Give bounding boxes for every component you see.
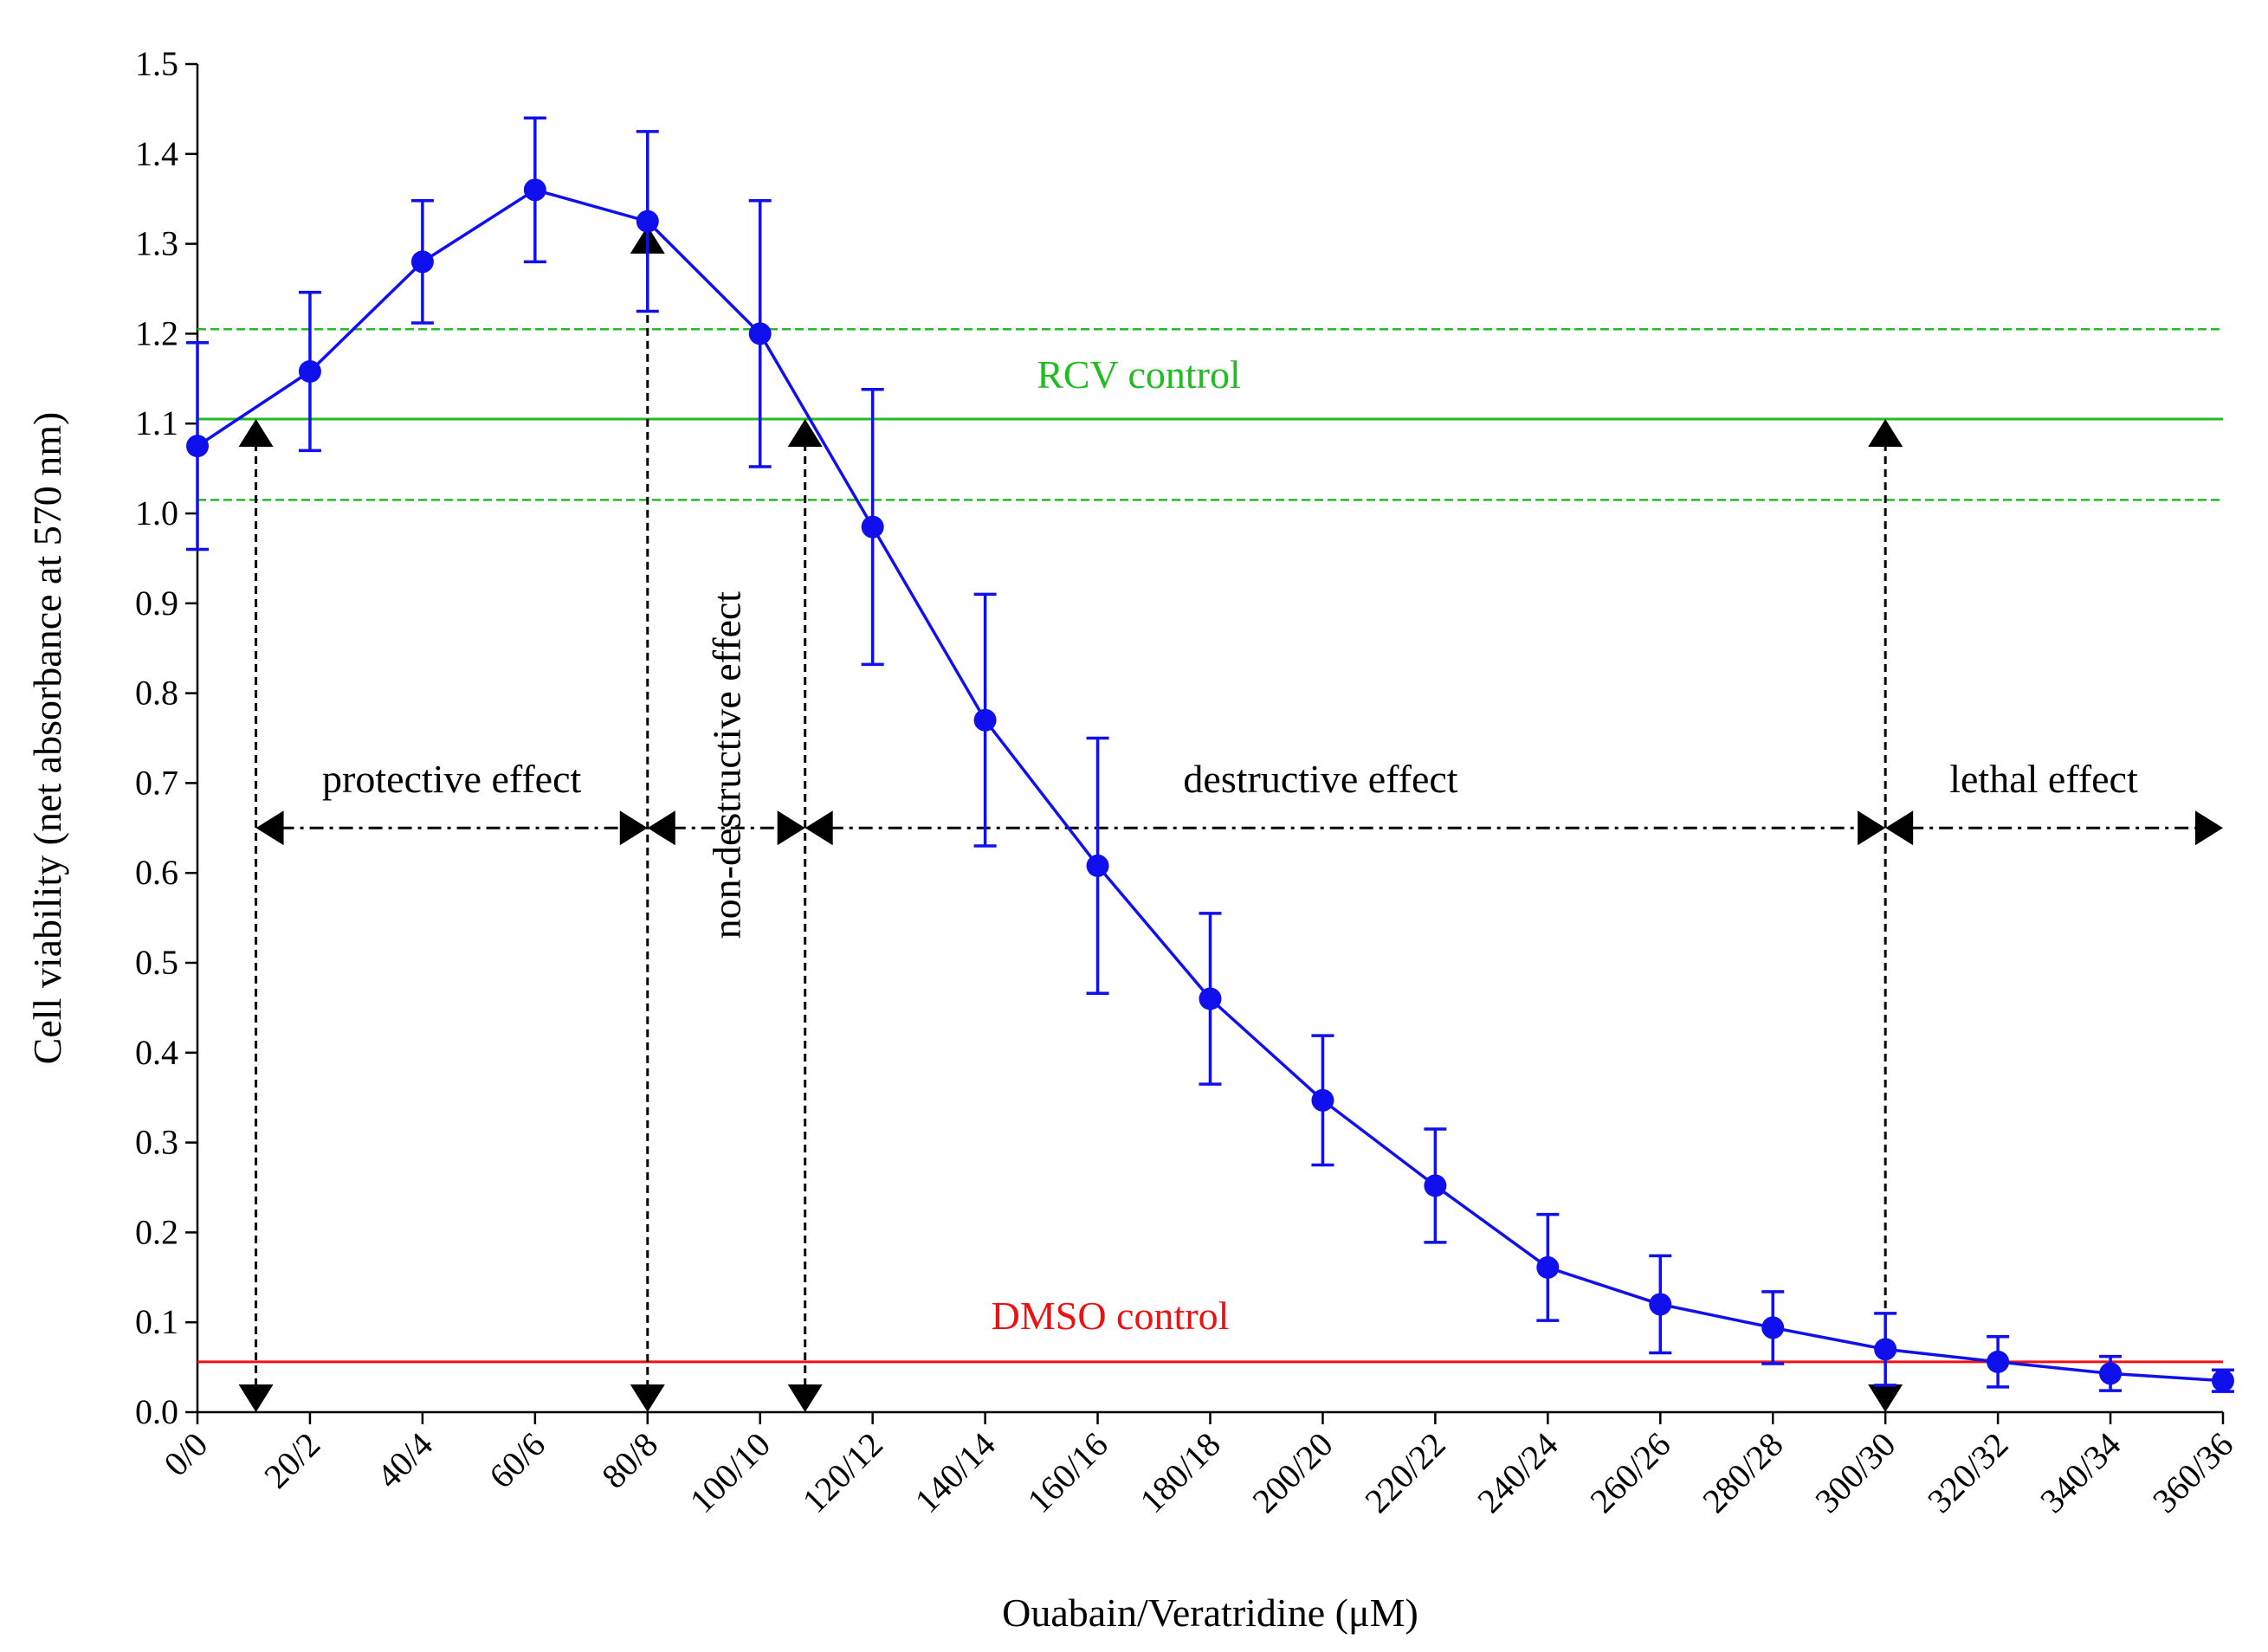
data-point [1536, 1255, 1560, 1279]
x-tick-label: 140/14 [908, 1425, 1003, 1520]
x-axis-title: Ouabain/Veratridine (μM) [1002, 1591, 1418, 1635]
data-point [298, 359, 321, 383]
x-tick-label: 300/30 [1807, 1425, 1903, 1520]
y-tick-label: 0.4 [135, 1033, 178, 1072]
y-tick-label: 0.2 [135, 1212, 178, 1251]
protective-start-arrowhead-down [238, 1384, 274, 1412]
annotations: RCV control DMSO control protective effect… [322, 352, 2138, 1338]
destructive-end-arrowhead-up [1868, 419, 1903, 448]
lethal-range-arrow-head-right [2195, 810, 2223, 846]
data-point [1761, 1316, 1785, 1339]
y-tick-label: 0.9 [135, 584, 178, 623]
protective-start-arrowhead-up [238, 419, 274, 448]
data-point [1424, 1174, 1447, 1197]
data-point [1649, 1293, 1672, 1316]
y-tick-label: 0.1 [135, 1302, 178, 1341]
x-tick-label: 80/8 [594, 1425, 665, 1496]
x-tick-label: 120/12 [795, 1425, 890, 1520]
x-tick-label: 20/2 [256, 1425, 327, 1496]
y-tick-label: 0.7 [135, 763, 178, 802]
x-tick-label: 360/36 [2145, 1425, 2240, 1520]
data-point [186, 435, 209, 458]
y-axis-title: Cell viability (net absorbance at 570 nm… [25, 412, 69, 1065]
x-tick-label: 180/18 [1132, 1425, 1227, 1520]
nondestructive-range-arrow-head-right [777, 810, 805, 846]
lethal-effect-label: lethal effect [1949, 757, 2138, 801]
y-tick-label: 1.0 [135, 494, 178, 532]
x-tick-label: 320/32 [1920, 1425, 2015, 1520]
data-point [410, 250, 434, 274]
dmso-control-label: DMSO control [992, 1294, 1230, 1338]
y-tick-label: 1.2 [135, 313, 178, 352]
protective-range-arrow-head-left [255, 810, 284, 846]
data-point [973, 708, 997, 732]
data-series [186, 116, 2234, 1393]
x-tick-label: 160/16 [1020, 1425, 1115, 1520]
nondestructive-end-arrowhead-down [787, 1384, 823, 1412]
nondestructive-end-arrowhead-up [787, 419, 823, 448]
x-tick-label: 340/34 [2032, 1425, 2128, 1520]
data-point [861, 515, 884, 539]
x-tick-label: 220/22 [1357, 1425, 1452, 1520]
nondestructive-range-arrow-head-left [647, 810, 675, 846]
y-tick-label: 1.5 [135, 44, 178, 83]
y-tick-label: 1.4 [135, 134, 178, 173]
protective-effect-label: protective effect [322, 757, 581, 801]
y-tick-label: 0.0 [135, 1392, 178, 1431]
x-tick-label: 0/0 [156, 1425, 215, 1484]
data-point [2212, 1369, 2234, 1392]
data-point [636, 210, 659, 233]
data-point [523, 178, 546, 202]
data-point [748, 322, 772, 345]
y-tick-label: 0.3 [135, 1123, 178, 1162]
lethal-range-arrow-head-left [1885, 810, 1914, 846]
protective-end-arrowhead-down [630, 1384, 665, 1412]
x-tick-label: 60/6 [481, 1425, 552, 1496]
rcv-control-label: RCV control [1037, 352, 1241, 397]
x-tick-label: 260/26 [1582, 1425, 1677, 1520]
non-destructive-effect-label: non-destructive effect [705, 591, 749, 939]
data-point [1199, 987, 1222, 1010]
y-tick-label: 0.5 [135, 943, 178, 982]
x-tick-label: 40/4 [369, 1425, 440, 1496]
data-point [1874, 1338, 1897, 1361]
x-tick-label: 280/28 [1695, 1425, 1790, 1520]
y-tick-label: 0.8 [135, 674, 178, 713]
data-point [2099, 1362, 2123, 1385]
y-tick-label: 1.3 [135, 224, 178, 263]
destructive-effect-label: destructive effect [1183, 757, 1457, 801]
y-tick-label: 1.1 [135, 403, 178, 442]
protective-range-arrow-head-right [619, 810, 648, 846]
destructive-range-arrow-head-left [804, 810, 833, 846]
x-tick-label: 200/20 [1244, 1425, 1340, 1520]
destructive-range-arrow-head-right [1858, 810, 1886, 846]
effect-arrows [238, 225, 2223, 1412]
data-point [1311, 1088, 1334, 1112]
reference-lines [197, 327, 2223, 1364]
x-tick-label: 240/24 [1470, 1425, 1565, 1520]
destructive-end-arrowhead-down [1868, 1384, 1903, 1412]
x-tick-label: 100/10 [682, 1425, 778, 1520]
y-tick-label: 0.6 [135, 853, 178, 892]
data-point [1086, 854, 1109, 877]
data-point [1987, 1350, 2010, 1373]
